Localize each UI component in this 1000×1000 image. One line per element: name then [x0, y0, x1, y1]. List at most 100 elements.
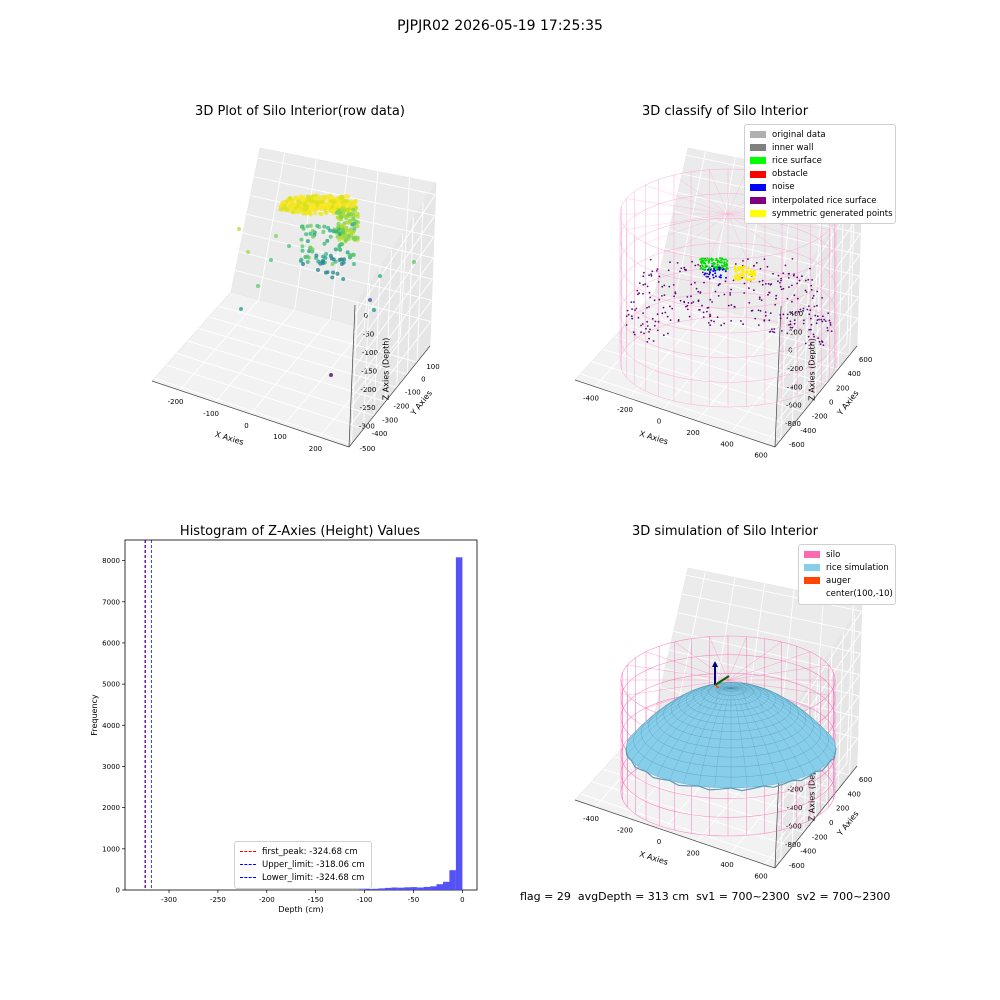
interpolated-point: [646, 341, 649, 343]
interpolated-point: [809, 267, 811, 270]
data-point: [372, 308, 376, 312]
data-point: [336, 209, 341, 214]
interpolated-point: [676, 262, 679, 264]
grid-line: [385, 250, 392, 402]
data-point: [284, 207, 289, 212]
interpolated-point: [651, 317, 654, 320]
rice-surface-point: [719, 257, 721, 259]
x-tick-label: 100: [273, 433, 286, 441]
interpolated-point: [656, 268, 659, 270]
silo-spoke: [627, 664, 729, 681]
interpolated-point: [804, 342, 807, 345]
symmetric-point: [741, 273, 745, 276]
interpolated-point: [638, 282, 641, 284]
interpolated-point: [786, 297, 789, 300]
grid-line: [591, 781, 793, 848]
interpolated-point: [786, 332, 789, 335]
grid-line: [258, 152, 286, 300]
z-tick-label: -100: [362, 349, 378, 357]
x-tick-label: -400: [583, 815, 599, 823]
interpolated-point: [707, 322, 710, 324]
legend-label: auger: [826, 575, 851, 586]
legend-swatch: [750, 131, 766, 139]
symmetric-point: [750, 273, 754, 277]
interpolated-point: [826, 327, 829, 329]
data-point: [321, 203, 326, 208]
x-tick-label: -250: [210, 896, 226, 904]
interpolated-point: [685, 269, 687, 272]
grid-line: [614, 336, 816, 398]
grid-line: [154, 377, 352, 445]
interpolated-point: [730, 288, 732, 291]
y-tick-label: -400: [800, 427, 816, 435]
interpolated-point: [798, 279, 801, 282]
data-point: [299, 257, 304, 262]
rice-surface-point: [700, 260, 703, 263]
legend-swatch: [804, 551, 820, 559]
data-point: [337, 257, 342, 262]
data-point: [335, 271, 340, 276]
interpolated-point: [640, 324, 642, 327]
interpolated-point: [648, 291, 651, 294]
x-tick-label: 400: [720, 440, 733, 448]
grid-line: [396, 233, 404, 388]
interpolated-point: [703, 281, 705, 284]
interpolated-point: [671, 307, 674, 310]
histogram-bar: [430, 886, 437, 890]
rice-surface-point: [724, 258, 727, 261]
grid-line: [214, 308, 296, 403]
interpolated-point: [674, 292, 677, 295]
data-point: [351, 235, 356, 240]
legend-swatch: [750, 183, 766, 191]
interpolated-point: [768, 319, 771, 322]
interpolated-point: [763, 319, 766, 321]
silo-spoke: [674, 641, 729, 681]
rice-surface-meridian: [646, 687, 732, 772]
noise-point: [707, 268, 709, 271]
y-tick-label: 0: [829, 399, 833, 407]
x-axis-line: [151, 380, 350, 448]
rice-surface-point: [708, 259, 711, 261]
grid-line: [235, 269, 432, 322]
x-tick-label: 0: [244, 422, 248, 430]
rice-surface-meridian: [656, 687, 732, 777]
y-tick-label: 6000: [102, 639, 120, 647]
y-tick-label: 7000: [102, 598, 120, 606]
interpolated-point: [779, 317, 782, 320]
legend-swatch: [750, 170, 766, 178]
interpolated-point: [812, 294, 815, 297]
grid-line: [779, 212, 862, 332]
x-tick-label: -200: [259, 896, 275, 904]
interpolated-point: [760, 299, 763, 302]
interpolated-point: [802, 309, 804, 312]
legend-item: center(100,-10): [804, 588, 893, 601]
histogram-bar: [397, 887, 405, 890]
interpolated-point: [631, 317, 634, 320]
data-point: [237, 227, 241, 231]
interpolated-point: [819, 343, 822, 345]
interpolated-point: [727, 304, 730, 307]
legend-label: obstacle: [772, 169, 808, 180]
legend-swatch: [240, 851, 256, 853]
interpolated-point: [751, 309, 754, 312]
y-tick-label: 3000: [102, 763, 120, 771]
grid-line: [775, 318, 859, 424]
interpolated-point: [651, 270, 654, 273]
interpolated-point: [680, 267, 683, 270]
rice-surface-point: [704, 262, 707, 265]
data-point: [280, 207, 285, 212]
interpolated-point: [679, 299, 682, 302]
data-point: [305, 204, 310, 209]
interpolated-point: [710, 319, 713, 322]
interpolated-point: [717, 284, 720, 287]
silo-spoke: [645, 184, 729, 215]
interpolated-point: [761, 283, 764, 286]
symmetric-point: [751, 271, 755, 274]
silo-spoke: [709, 213, 729, 259]
rice-surface-point: [707, 261, 710, 264]
interpolated-point: [649, 328, 651, 331]
noise-point: [712, 270, 715, 272]
interpolated-point: [637, 316, 640, 319]
interpolated-point: [780, 279, 782, 282]
interpolated-point: [716, 316, 719, 318]
